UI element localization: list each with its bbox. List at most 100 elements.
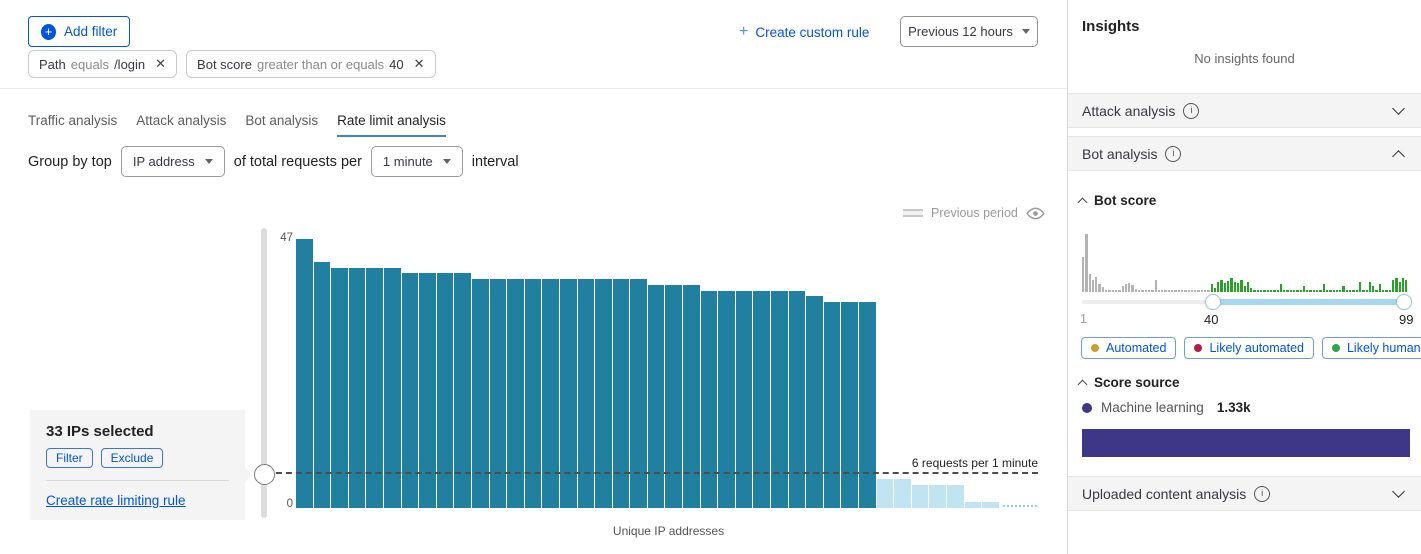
tab-rate-limit-analysis[interactable]: Rate limit analysis [337,113,446,137]
bot-category-badges: Automated Likely automated Likely human [1081,337,1421,359]
chart-bar-selected[interactable] [436,273,454,508]
attack-analysis-header[interactable]: Attack analysis i [1068,93,1421,128]
eye-icon[interactable] [1026,207,1045,220]
score-source-bar[interactable] [1082,429,1410,457]
chart-bar-selected[interactable] [806,296,823,508]
bot-analysis-header[interactable]: Bot analysis i [1068,136,1421,171]
badge-likely-human[interactable]: Likely human [1321,337,1421,359]
histogram-bar [1276,290,1279,292]
chart-bar-selected[interactable] [542,279,559,508]
chart-bar-selected[interactable] [788,291,806,508]
remove-filter-icon[interactable]: ✕ [155,56,167,71]
chart-bar-selected[interactable] [577,279,595,508]
previous-period-swatch-icon [903,209,923,217]
group-by-prefix-label: Group by top [28,153,112,170]
create-rate-limiting-rule-link[interactable]: Create rate limiting rule [46,493,186,508]
chart-bar-selected[interactable] [718,291,735,508]
histogram-bar [1398,282,1401,292]
chart-bar-selected[interactable] [471,279,489,508]
chart-bar-selected[interactable] [841,302,858,508]
time-range-dropdown[interactable]: Previous 12 hours [900,16,1038,47]
machine-learning-dot-icon [1082,402,1092,413]
chart-bar-selected[interactable] [595,279,612,508]
chart-bar-selected[interactable] [665,285,683,508]
histogram-bar [1098,284,1101,292]
chart-bar-selected[interactable] [489,279,507,508]
slider-handle-right[interactable] [1396,294,1412,310]
chevron-down-icon [1021,29,1030,34]
tab-attack-analysis[interactable]: Attack analysis [136,113,227,128]
chart-bar-selected[interactable] [366,268,383,508]
exclude-button[interactable]: Exclude [100,448,164,468]
tab-bot-analysis[interactable]: Bot analysis [245,113,319,128]
chevron-up-icon [1077,197,1088,208]
histogram-bar [1286,290,1289,292]
threshold-slider-track[interactable] [261,228,267,518]
chart-bar-below-threshold[interactable] [929,485,946,508]
histogram-bar [1108,290,1111,292]
histogram-bar [1101,287,1105,292]
histogram-bar [1309,290,1312,292]
chart-bar-selected[interactable] [683,285,700,508]
uploaded-content-analysis-header[interactable]: Uploaded content analysis i [1068,476,1421,511]
chart-bar-selected[interactable] [296,239,313,508]
histogram-bar [1147,290,1151,292]
chart-bar-selected[interactable] [700,291,718,508]
chart-bar-selected[interactable] [507,279,524,508]
bot-score-range-slider[interactable] [1082,294,1412,310]
chart-bar-selected[interactable] [753,291,771,508]
info-icon: i [1254,485,1271,502]
chevron-up-icon [1392,149,1405,163]
chart-bar-below-threshold[interactable] [911,485,929,508]
chart-bar-selected[interactable] [859,302,876,508]
histogram-bar [1105,290,1108,292]
chart-bar-below-threshold[interactable] [964,502,982,508]
histogram-bar [1230,278,1233,292]
chart-bar-selected[interactable] [401,273,419,508]
chart-bar-selected[interactable] [454,273,471,508]
histogram-bar [1144,290,1147,292]
threshold-slider-handle[interactable] [254,464,275,485]
chart-bar-selected[interactable] [524,279,542,508]
chart-bar-selected[interactable] [823,302,841,508]
chart-bar-below-threshold[interactable] [894,479,911,508]
histogram-bar [1088,274,1091,292]
chart-bar-selected[interactable] [331,268,348,508]
badge-likely-automated[interactable]: Likely automated [1184,337,1314,359]
interval-select[interactable]: 1 minute [370,146,463,177]
chart-bar-selected[interactable] [647,285,665,508]
filter-button[interactable]: Filter [46,448,93,468]
group-by-dimension-select[interactable]: IP address [120,146,225,177]
badge-automated[interactable]: Automated [1081,337,1177,359]
histogram-bar [1213,288,1217,292]
remove-filter-icon[interactable]: ✕ [413,56,425,71]
bot-score-subheader[interactable]: Bot score [1077,193,1156,208]
analysis-tabs: Traffic analysis Attack analysis Bot analy… [28,113,446,137]
filter-chip[interactable]: Bot score greater than or equals 40 ✕ [186,50,436,78]
slider-selected-range[interactable] [1213,299,1412,305]
chart-bar-selected[interactable] [419,273,436,508]
chart-bar-selected[interactable] [771,291,788,508]
slider-handle-left[interactable] [1205,294,1221,310]
histogram-bar [1385,290,1388,292]
score-source-subheader[interactable]: Score source [1077,375,1180,390]
histogram-bar [1250,288,1253,292]
tab-traffic-analysis[interactable]: Traffic analysis [28,113,118,128]
chart-bar-below-threshold[interactable] [982,502,999,508]
create-custom-rule-link[interactable]: + Create custom rule [739,24,869,40]
histogram-bar [1263,290,1266,292]
chip-value: /login [114,56,146,72]
chart-bar-selected[interactable] [735,291,753,508]
chart-bar-below-threshold[interactable] [946,485,964,508]
chart-bar-selected[interactable] [612,279,630,508]
chart-bar-selected[interactable] [630,279,647,508]
chart-bar-below-threshold[interactable] [876,479,894,508]
add-filter-button[interactable]: + Add filter [28,16,131,47]
filter-chip[interactable]: Path equals/login ✕ [28,50,178,78]
chart-bar-selected[interactable] [559,279,577,508]
chart-bar-selected[interactable] [313,262,331,508]
slider-from-label: 40 [1204,312,1219,327]
chart-bar-selected[interactable] [348,268,366,508]
chart-bar-selected[interactable] [383,268,401,508]
histogram-bar [1296,290,1299,292]
